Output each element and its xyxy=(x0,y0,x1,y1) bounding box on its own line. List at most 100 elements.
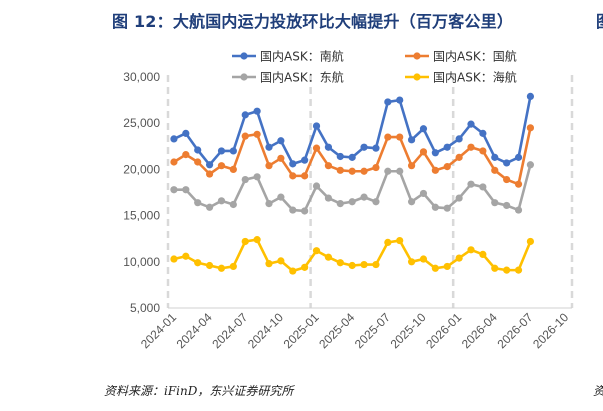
data-point xyxy=(407,136,416,144)
data-point xyxy=(277,257,285,265)
y-tick-label: 15,000 xyxy=(123,209,160,223)
data-point xyxy=(419,255,428,263)
data-point xyxy=(289,267,297,275)
data-point xyxy=(479,183,487,191)
data-point xyxy=(229,200,237,209)
data-point xyxy=(265,143,273,151)
x-tick-label: 2024-01 xyxy=(138,310,179,351)
data-point xyxy=(407,162,416,170)
x-tick-label: 2025-10 xyxy=(388,310,429,351)
data-point xyxy=(514,206,523,214)
data-point xyxy=(205,261,214,270)
data-point xyxy=(253,236,261,244)
data-point xyxy=(396,96,404,104)
data-point xyxy=(312,122,321,130)
x-tick-label: 2026-04 xyxy=(459,310,500,351)
data-point xyxy=(467,120,475,128)
data-point xyxy=(194,259,202,267)
data-point xyxy=(205,170,214,178)
data-point xyxy=(265,162,273,170)
data-point xyxy=(372,144,380,152)
legend-label: 国内ASK：南航 xyxy=(260,49,344,64)
data-point xyxy=(514,180,523,188)
series-1 xyxy=(170,92,535,169)
data-point xyxy=(514,266,523,274)
data-point xyxy=(431,203,439,211)
data-point xyxy=(217,162,226,170)
series-2 xyxy=(170,124,535,188)
data-point xyxy=(336,152,344,161)
data-point xyxy=(384,98,392,106)
data-point xyxy=(455,194,463,202)
series-3 xyxy=(170,161,535,215)
data-point xyxy=(336,166,344,174)
data-point xyxy=(253,107,261,115)
x-tick-label: 2024-10 xyxy=(245,310,286,351)
data-point xyxy=(526,124,535,132)
data-point xyxy=(241,237,249,246)
data-point xyxy=(253,173,261,181)
data-point xyxy=(241,175,249,184)
data-point xyxy=(503,159,511,167)
data-point xyxy=(360,260,368,269)
y-tick-label: 10,000 xyxy=(123,255,160,269)
legend-swatch-marker xyxy=(240,73,248,81)
data-point xyxy=(455,135,463,143)
data-point xyxy=(407,198,416,206)
data-point xyxy=(407,258,416,266)
data-point xyxy=(182,252,190,260)
data-point xyxy=(348,167,356,175)
data-point xyxy=(455,153,463,161)
next-source-fragment: 资 xyxy=(593,382,603,399)
data-point xyxy=(467,180,475,188)
data-point xyxy=(491,153,499,161)
data-point xyxy=(324,194,333,202)
data-point xyxy=(217,147,226,155)
x-tick-label: 2025-01 xyxy=(281,310,322,351)
data-point xyxy=(503,201,511,210)
legend-label: 国内ASK：国航 xyxy=(433,49,517,64)
legend-item: 国内ASK：海航 xyxy=(405,70,517,85)
data-point xyxy=(348,261,356,270)
data-point xyxy=(336,259,344,267)
data-point xyxy=(396,133,404,141)
data-point xyxy=(372,260,380,269)
data-point xyxy=(431,149,439,157)
data-point xyxy=(205,161,214,169)
x-tick-label: 2024-04 xyxy=(174,310,215,351)
data-point xyxy=(491,166,499,174)
data-point xyxy=(455,254,463,262)
data-point xyxy=(301,263,309,271)
x-tick-label: 2026-07 xyxy=(494,310,535,351)
data-point xyxy=(324,162,333,170)
legend-swatch-marker xyxy=(413,52,421,60)
data-point xyxy=(526,92,535,101)
data-point xyxy=(443,163,451,171)
data-point xyxy=(229,165,237,173)
data-point xyxy=(241,111,249,119)
data-point xyxy=(217,197,226,205)
data-point xyxy=(443,143,451,151)
data-point xyxy=(312,182,321,190)
data-point xyxy=(265,199,273,208)
data-point xyxy=(396,236,404,245)
x-tick-label: 2025-07 xyxy=(352,310,393,351)
data-point xyxy=(182,186,190,194)
data-point xyxy=(170,135,178,143)
data-point xyxy=(301,207,309,215)
data-point xyxy=(229,147,237,155)
data-point xyxy=(265,260,273,268)
legend-label: 国内ASK：海航 xyxy=(433,70,517,85)
chart-title: 图 12：大航国内运力投放环比大幅提升（百万客公里） xyxy=(112,12,514,31)
y-tick-label: 20,000 xyxy=(123,162,160,176)
data-point xyxy=(312,247,321,255)
data-point xyxy=(360,193,368,201)
data-point xyxy=(372,198,380,206)
data-point xyxy=(336,199,344,208)
data-point xyxy=(324,143,333,151)
data-point xyxy=(491,199,499,207)
gridlines xyxy=(166,75,574,308)
data-point xyxy=(419,125,428,133)
data-point xyxy=(241,132,249,140)
